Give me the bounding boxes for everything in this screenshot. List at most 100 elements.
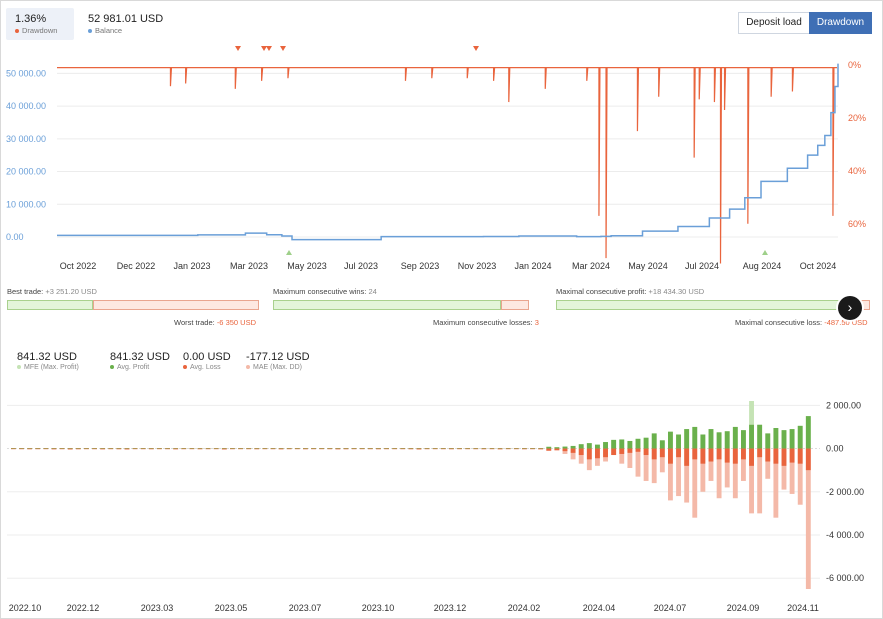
avg-profit-bar	[578, 444, 584, 449]
x-tick-label: Sep 2023	[401, 261, 440, 271]
avg-profit-bar	[432, 448, 438, 449]
avg-profit-bar	[651, 433, 657, 449]
worst-trade-label: Worst trade: -6 350 USD	[174, 318, 256, 327]
avg-profit-bar	[384, 448, 389, 449]
avg-loss-bar	[489, 448, 495, 450]
avg-loss-bar	[668, 448, 673, 464]
avg-loss-bar	[67, 448, 73, 450]
drawdown-dot-icon	[15, 29, 19, 34]
avg-loss-bar	[562, 448, 568, 452]
avg-loss-bar	[546, 448, 552, 451]
consec-profit-bar	[556, 300, 861, 310]
avg-profit-bar	[230, 448, 235, 449]
avg-loss-bar	[724, 448, 730, 463]
avg-loss-bar	[59, 448, 65, 450]
avg-loss-bar	[294, 448, 300, 450]
avg-profit-bar	[684, 429, 690, 449]
avg-profit-bar	[741, 430, 746, 449]
x-tick-label: Dec 2022	[117, 261, 156, 271]
x-tick-label: Nov 2023	[458, 261, 497, 271]
avg-loss-bar	[181, 448, 187, 450]
avg-profit-bar	[805, 416, 811, 449]
mae-bar	[67, 448, 73, 450]
avg-profit-bar	[765, 433, 771, 449]
avg-profit-bar	[35, 448, 41, 449]
avg-loss-bar	[676, 448, 681, 458]
avg-loss-bar	[157, 448, 162, 450]
avg-profit-bar	[181, 448, 187, 449]
avg-loss-bar	[205, 448, 211, 450]
avg-profit-bar	[505, 448, 511, 449]
x-tick-label: 2022.12	[67, 603, 100, 613]
avg-profit-bar	[84, 448, 89, 449]
avg-profit-bar	[708, 429, 714, 449]
y-right-tick-label: 0%	[848, 60, 861, 70]
x-tick-label: Jan 2024	[514, 261, 551, 271]
maximal-consec-profit-value: +18 434.30 USD	[648, 287, 705, 296]
avg-profit-bar	[19, 448, 24, 449]
avg-loss-bar	[473, 448, 479, 450]
avg-profit-bar	[27, 448, 33, 449]
avg-loss-bar	[286, 448, 292, 450]
maximal-consec-loss-value: -487.50 USD	[824, 318, 868, 327]
x-tick-label: Jul 2023	[344, 261, 378, 271]
mfe-mae-chart: 2 000.00 0.00 -2 000.00 -4 000.00 -6 000.00 2…	[7, 400, 864, 613]
avg-loss-bar	[643, 448, 649, 456]
y-tick-label: -4 000.00	[826, 530, 864, 540]
drawdown-label: Drawdown	[22, 26, 58, 35]
avg-loss-bar	[319, 448, 325, 450]
avg-loss-bar	[530, 448, 535, 450]
drawdown-series-line	[57, 67, 837, 264]
avg-profit-bar	[562, 446, 568, 449]
avg-profit-bar	[522, 448, 527, 449]
chevron-right-icon[interactable]: ›	[838, 296, 862, 320]
max-consec-wins-label: Maximum consecutive wins: 24	[273, 287, 377, 296]
avg-loss-bar	[619, 448, 625, 454]
avg-loss-bar	[659, 448, 665, 458]
drawdown-button[interactable]: Drawdown	[809, 12, 872, 34]
avg-loss-bar	[100, 448, 106, 450]
avg-loss-bar	[278, 448, 284, 450]
best-trade-bar	[7, 300, 93, 310]
avg-loss-bar	[35, 448, 41, 450]
mae-bar	[789, 448, 795, 494]
avg-loss-bar	[11, 448, 16, 450]
mae-bar	[684, 448, 690, 503]
max-consec-wins-value: 24	[368, 287, 377, 296]
y-left-tick-label: 0.00	[6, 232, 24, 242]
avg-loss-bar	[538, 448, 544, 450]
avg-profit-bar	[173, 448, 179, 449]
avg-profit-bar	[757, 424, 763, 449]
avg-loss-bar	[741, 448, 746, 460]
avg-profit-bar	[400, 448, 406, 449]
avg-profit-bar	[773, 428, 779, 449]
mae-bar	[797, 448, 803, 505]
mae-bar	[578, 448, 584, 464]
mae-bar	[692, 448, 698, 518]
x-tick-label: 2023.07	[289, 603, 322, 613]
mae-bar	[570, 448, 576, 460]
avg-profit-value: 841.32 USD	[110, 351, 170, 363]
avg-loss-bar	[497, 448, 503, 450]
avg-profit-bar	[424, 448, 430, 449]
avg-profit-bar	[489, 448, 495, 449]
avg-loss-bar	[148, 448, 154, 450]
avg-loss-bar	[708, 448, 714, 462]
consec-loss-bar	[861, 300, 870, 310]
avg-loss-bar	[173, 448, 179, 450]
balance-dot-icon	[88, 29, 92, 34]
mfe-bar	[749, 401, 754, 449]
balance-series-line	[57, 63, 839, 241]
avg-profit-bar	[100, 448, 106, 449]
mae-bar	[659, 448, 665, 473]
avg-loss-bar	[230, 448, 235, 450]
mae-bar	[757, 448, 763, 514]
mae-bar	[416, 448, 422, 450]
avg-profit-bar	[465, 448, 471, 449]
mae-bar	[651, 448, 657, 484]
avg-loss-bar	[124, 448, 130, 450]
avg-profit-bar	[627, 440, 633, 449]
x-tick-label: Oct 2022	[60, 261, 97, 271]
y-left-tick-label: 30 000.00	[6, 134, 46, 144]
avg-profit-bar	[570, 445, 576, 449]
